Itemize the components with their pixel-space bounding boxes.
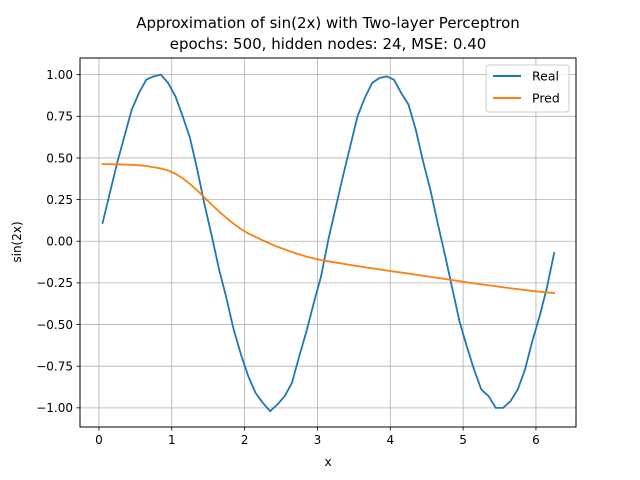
y-tick-label: 0.75 bbox=[46, 110, 73, 124]
x-tick-label: 3 bbox=[314, 433, 322, 447]
y-tick-label: 1.00 bbox=[46, 68, 73, 82]
series-line-pred bbox=[101, 163, 556, 295]
y-tick-label: −0.25 bbox=[36, 276, 73, 290]
legend: Real Pred bbox=[485, 64, 570, 113]
x-tick-label: 1 bbox=[168, 433, 176, 447]
legend-label-real: Real bbox=[532, 69, 559, 84]
x-tick-label: 6 bbox=[532, 433, 540, 447]
y-tick-label: −0.75 bbox=[36, 359, 73, 373]
y-tick-label: 0.50 bbox=[46, 151, 73, 165]
x-tick-label: 5 bbox=[459, 433, 467, 447]
legend-label-pred: Pred bbox=[532, 91, 560, 106]
x-tick-label: 4 bbox=[386, 433, 394, 447]
plot-frame bbox=[79, 57, 577, 428]
x-axis-label: x bbox=[324, 455, 331, 469]
y-axis-label: sin(2x) bbox=[10, 221, 24, 262]
chart-title: Approximation of sin(2x) with Two-layer … bbox=[136, 14, 520, 32]
chart-subtitle: epochs: 500, hidden nodes: 24, MSE: 0.40 bbox=[170, 35, 487, 53]
y-tick-label: −1.00 bbox=[36, 401, 73, 415]
series-line-real bbox=[101, 73, 556, 413]
x-tick-label: 2 bbox=[241, 433, 249, 447]
y-tick-label: 0.00 bbox=[46, 235, 73, 249]
y-tick-label: 0.25 bbox=[46, 193, 73, 207]
x-tick-label: 0 bbox=[95, 433, 103, 447]
ticks: 0 1 2 3 4 5 6 −1.00 −0.75 −0.50 −0.25 0.00 0.25 0.50 0… bbox=[36, 68, 540, 447]
series-layer bbox=[101, 73, 556, 413]
y-tick-label: −0.50 bbox=[36, 318, 73, 332]
